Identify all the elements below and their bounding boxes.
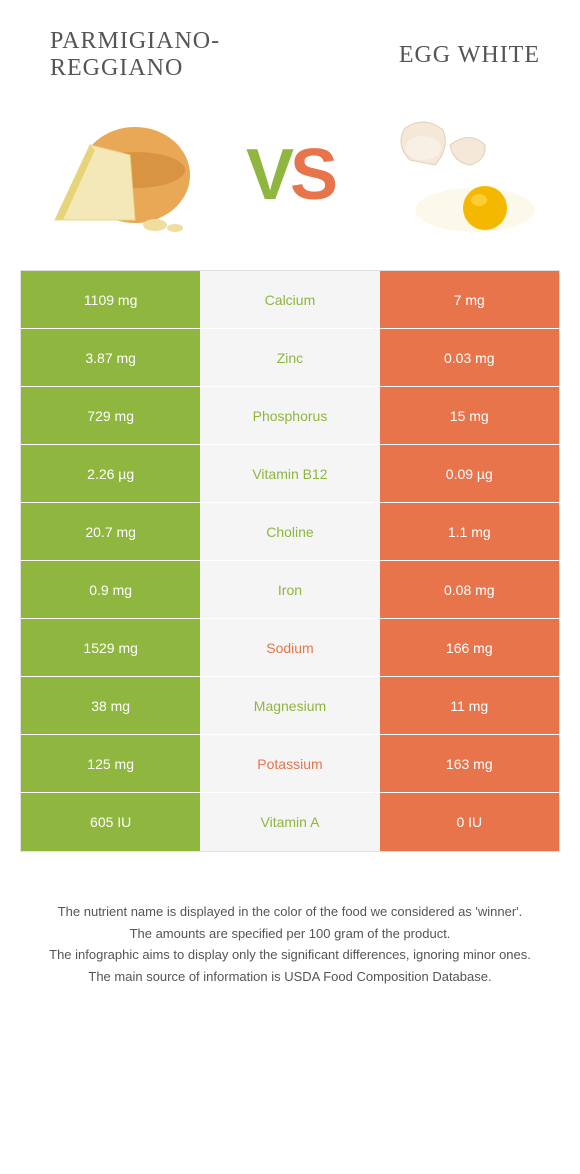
vs-v-letter: V xyxy=(246,135,290,215)
nutrient-name-cell: Vitamin A xyxy=(200,793,379,851)
nutrient-name-cell: Potassium xyxy=(200,735,379,792)
left-value-cell: 2.26 µg xyxy=(21,445,200,502)
footnote-line: The main source of information is USDA F… xyxy=(40,967,540,987)
nutrient-name-cell: Choline xyxy=(200,503,379,560)
table-row: 1109 mgCalcium7 mg xyxy=(21,271,559,329)
right-food-title: EGG WHITE xyxy=(295,42,550,69)
footnotes: The nutrient name is displayed in the co… xyxy=(0,852,580,1008)
right-value-cell: 166 mg xyxy=(380,619,559,676)
left-value-cell: 1529 mg xyxy=(21,619,200,676)
nutrient-name-cell: Sodium xyxy=(200,619,379,676)
right-value-cell: 0.08 mg xyxy=(380,561,559,618)
nutrient-name-cell: Vitamin B12 xyxy=(200,445,379,502)
right-value-cell: 0.09 µg xyxy=(380,445,559,502)
table-row: 729 mgPhosphorus15 mg xyxy=(21,387,559,445)
nutrient-name-cell: Magnesium xyxy=(200,677,379,734)
right-value-cell: 0.03 mg xyxy=(380,329,559,386)
footnote-line: The amounts are specified per 100 gram o… xyxy=(40,924,540,944)
right-value-cell: 0 IU xyxy=(380,793,559,851)
left-value-cell: 605 IU xyxy=(21,793,200,851)
table-row: 125 mgPotassium163 mg xyxy=(21,735,559,793)
left-value-cell: 20.7 mg xyxy=(21,503,200,560)
nutrient-name-cell: Phosphorus xyxy=(200,387,379,444)
nutrient-table: 1109 mgCalcium7 mg3.87 mgZinc0.03 mg729 … xyxy=(20,270,560,852)
table-row: 38 mgMagnesium11 mg xyxy=(21,677,559,735)
table-row: 0.9 mgIron0.08 mg xyxy=(21,561,559,619)
table-row: 3.87 mgZinc0.03 mg xyxy=(21,329,559,387)
table-row: 20.7 mgCholine1.1 mg xyxy=(21,503,559,561)
right-value-cell: 11 mg xyxy=(380,677,559,734)
table-row: 2.26 µgVitamin B120.09 µg xyxy=(21,445,559,503)
nutrient-name-cell: Iron xyxy=(200,561,379,618)
left-value-cell: 729 mg xyxy=(21,387,200,444)
images-row: VS xyxy=(0,90,580,270)
table-row: 605 IUVitamin A0 IU xyxy=(21,793,559,851)
table-row: 1529 mgSodium166 mg xyxy=(21,619,559,677)
right-food-image xyxy=(370,105,550,245)
nutrient-name-cell: Calcium xyxy=(200,271,379,328)
left-food-title: PARMIGIANO-REGGIANO xyxy=(30,28,295,82)
footnote-line: The nutrient name is displayed in the co… xyxy=(40,902,540,922)
nutrient-name-cell: Zinc xyxy=(200,329,379,386)
left-value-cell: 0.9 mg xyxy=(21,561,200,618)
left-food-image xyxy=(30,105,210,245)
left-value-cell: 1109 mg xyxy=(21,271,200,328)
footnote-line: The infographic aims to display only the… xyxy=(40,945,540,965)
vs-label: VS xyxy=(246,134,334,216)
right-value-cell: 15 mg xyxy=(380,387,559,444)
right-value-cell: 163 mg xyxy=(380,735,559,792)
vs-s-letter: S xyxy=(290,135,334,215)
header: PARMIGIANO-REGGIANO EGG WHITE xyxy=(0,0,580,90)
left-value-cell: 3.87 mg xyxy=(21,329,200,386)
right-value-cell: 1.1 mg xyxy=(380,503,559,560)
right-value-cell: 7 mg xyxy=(380,271,559,328)
left-value-cell: 125 mg xyxy=(21,735,200,792)
left-value-cell: 38 mg xyxy=(21,677,200,734)
